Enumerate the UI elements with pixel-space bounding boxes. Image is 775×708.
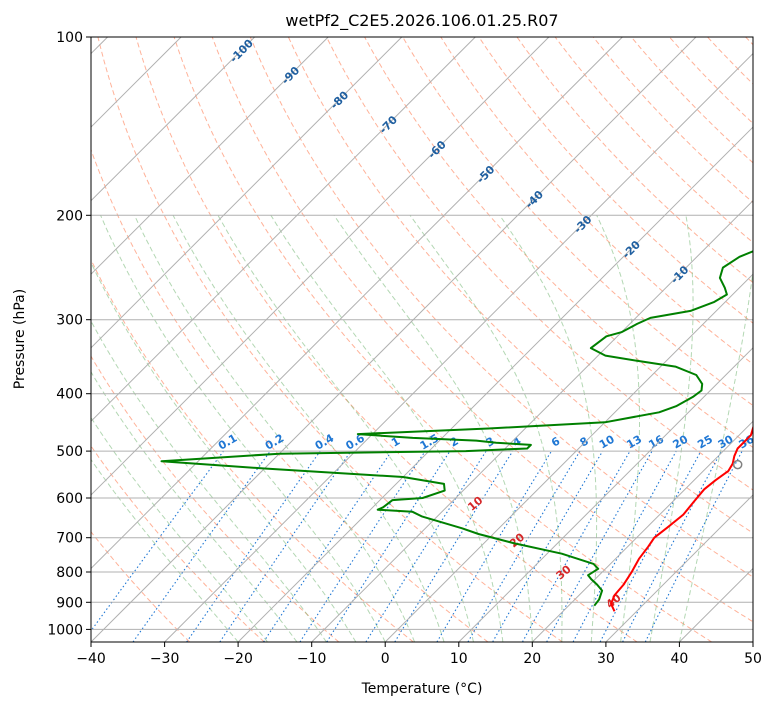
mixing-ratio-line [219,450,352,642]
y-tick-label: 600 [56,491,83,507]
isotherm-gridline [91,37,256,202]
x-tick-label: 30 [597,651,615,667]
moist-adiabat [270,215,504,642]
x-tick-label: −10 [297,651,327,667]
isotherm-gridline [384,273,753,642]
moist-adiabat [596,215,640,642]
y-tick-label: 900 [56,595,83,611]
mixing-ratio-line [263,450,392,642]
x-tick-label: 0 [381,651,390,667]
isotherm-gridline [91,37,623,570]
plot-frame [90,36,754,643]
y-tick-label: 100 [56,30,83,46]
moist-adiabat [134,215,416,642]
x-tick-label: −40 [76,651,106,667]
dry-adiabat [402,37,753,407]
moist-adiabat [409,215,563,642]
moist-adiabat [91,261,357,642]
isotherm-gridline [458,347,753,642]
mixing-ratio-line [522,450,631,642]
dry-adiabat [91,355,340,642]
y-tick-label: 200 [56,208,83,224]
isotherm-gridline [311,199,753,642]
mixing-ratio-line [572,450,677,642]
mixing-ratio-line [132,450,271,642]
isotherm-gridline [605,494,753,642]
x-tick-label: 50 [744,651,762,667]
moist-adiabat [91,320,327,642]
x-tick-label: 10 [450,651,468,667]
moist-adiabat [649,215,694,642]
lcl-marker [732,459,743,470]
dry-adiabat [91,148,489,642]
mixing-ratio-line [299,450,426,642]
dry-adiabat [135,37,638,642]
isotherm-gridline [91,37,403,349]
dry-adiabat [173,37,713,642]
dry-adiabat [326,37,753,491]
isotherm-gridline [237,126,753,642]
x-tick-label: 20 [523,651,541,667]
dry-adiabat [91,531,191,642]
isotherm-gridline [91,37,329,275]
y-tick-label: 1000 [47,622,83,638]
dry-adiabat [249,37,753,578]
mixing-ratio-line [546,450,653,642]
isotherm-gridline [91,37,697,642]
dry-adiabat [91,445,265,642]
y-tick-label: 800 [56,565,83,581]
x-tick-label: −30 [150,651,180,667]
y-tick-label: 500 [56,444,83,460]
moist-adiabat [172,215,445,642]
moist-adiabat [678,268,753,642]
moist-adiabat [91,458,239,642]
dry-adiabat [478,37,753,324]
moist-adiabat [499,215,598,642]
isotherm-gridline [91,37,550,496]
dry-adiabat [211,37,753,623]
x-tick-label: −20 [223,651,253,667]
x-axis-label: Temperature (°C) [361,681,483,697]
mixing-ratio-line [644,450,743,642]
isotherm-gridline [531,420,753,642]
isotherm-gridline [91,37,476,423]
mixing-ratio-line [326,450,451,642]
mixing-ratio-line [91,450,224,632]
moist-adiabat [91,416,268,642]
y-tick-label: 400 [56,387,83,403]
chart-title: wetPf2_C2E5.2026.106.01.25.R07 [285,11,558,31]
moist-adiabat [100,215,386,642]
y-tick-label: 300 [56,313,83,329]
y-axis: 100 200 300 400 500 600 700 800 900 1000 [47,30,91,638]
dewpoint-profile-line [160,250,753,607]
x-tick-label: 40 [670,651,688,667]
mixing-ratio-line [186,450,321,642]
dry-adiabat [97,37,563,642]
x-axis: −40 −30 −20 −10 0 10 20 30 40 50 [76,642,762,667]
temperature-profile-line [610,405,753,612]
y-axis-label: Pressure (hPa) [12,289,28,389]
moist-adiabat [91,370,298,642]
y-tick-label: 700 [56,531,83,547]
isotherm-gridline [164,52,753,642]
mixing-ratio-line [394,450,514,642]
